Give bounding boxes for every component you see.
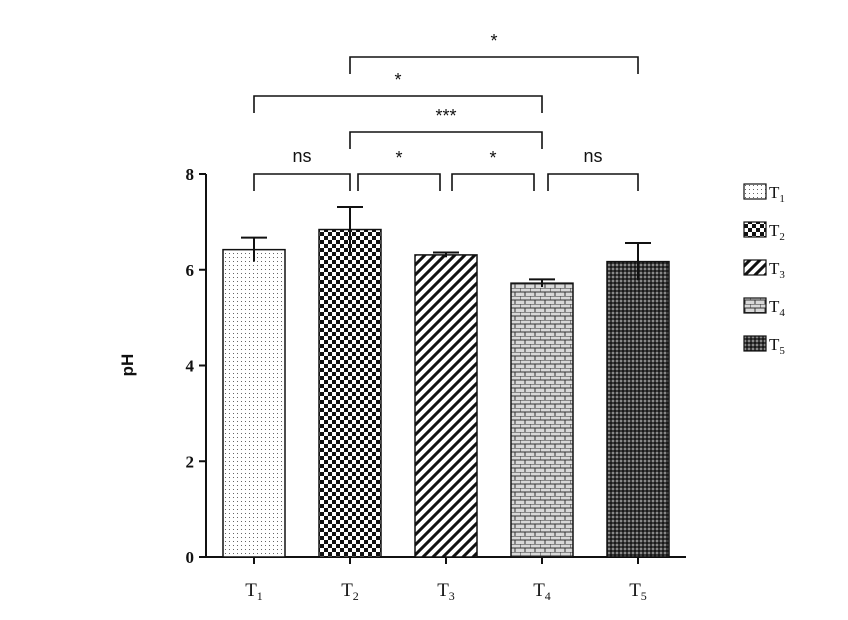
error-bar-t1: [241, 236, 267, 262]
legend-label: T4: [769, 297, 785, 319]
legend-label: T3: [769, 259, 785, 281]
x-tick-label: T1: [245, 580, 263, 603]
x-tick-label: T3: [437, 580, 455, 603]
significance-bracket: [253, 95, 543, 113]
significance-bracket: [349, 131, 543, 149]
legend-swatch: [743, 297, 767, 314]
significance-bracket: [357, 173, 441, 191]
significance-bracket: [349, 56, 639, 74]
bar-t1: [222, 248, 286, 558]
x-tick-label: T5: [629, 580, 647, 603]
legend-label: T5: [769, 335, 785, 357]
error-bar-t5: [625, 241, 651, 281]
legend-swatch: [743, 183, 767, 200]
legend: T1 T2 T3 T4 T5: [743, 183, 785, 357]
significance-label: *: [489, 148, 496, 168]
bar-t4: [510, 282, 574, 558]
significance-brackets: ns * * ns*****: [253, 31, 639, 191]
significance-label: ns: [583, 146, 602, 166]
significance-label: ***: [435, 106, 456, 126]
y-axis-label: pH: [118, 354, 137, 377]
legend-label: T1: [769, 183, 785, 205]
y-ticks: 0 2 4 6 8: [186, 165, 206, 567]
significance-bracket: [547, 173, 639, 191]
y-tick-label: 8: [186, 165, 195, 184]
error-bar-t3: [433, 251, 459, 258]
x-ticks: T1 T2 T3 T4 T5: [245, 557, 647, 603]
x-tick-label: T4: [533, 580, 551, 603]
error-bar-t4: [529, 278, 555, 287]
y-tick-label: 0: [186, 548, 195, 567]
x-tick-label: T2: [341, 580, 359, 603]
y-tick-label: 6: [186, 261, 195, 280]
significance-bracket: [451, 173, 535, 191]
bars: [222, 206, 670, 558]
significance-label: *: [490, 31, 497, 51]
legend-label: T2: [769, 221, 785, 243]
legend-swatch: [743, 259, 767, 276]
bar-t5: [606, 260, 670, 558]
significance-label: *: [394, 70, 401, 90]
error-bar-t2: [337, 206, 363, 253]
bar-t3: [414, 254, 478, 558]
bar-t2: [318, 228, 382, 558]
significance-bracket: [253, 173, 351, 191]
legend-swatch: [743, 335, 767, 352]
y-tick-label: 4: [186, 357, 195, 376]
significance-label: *: [395, 148, 402, 168]
legend-swatch: [743, 221, 767, 238]
significance-label: ns: [292, 146, 311, 166]
y-tick-label: 2: [186, 452, 195, 471]
